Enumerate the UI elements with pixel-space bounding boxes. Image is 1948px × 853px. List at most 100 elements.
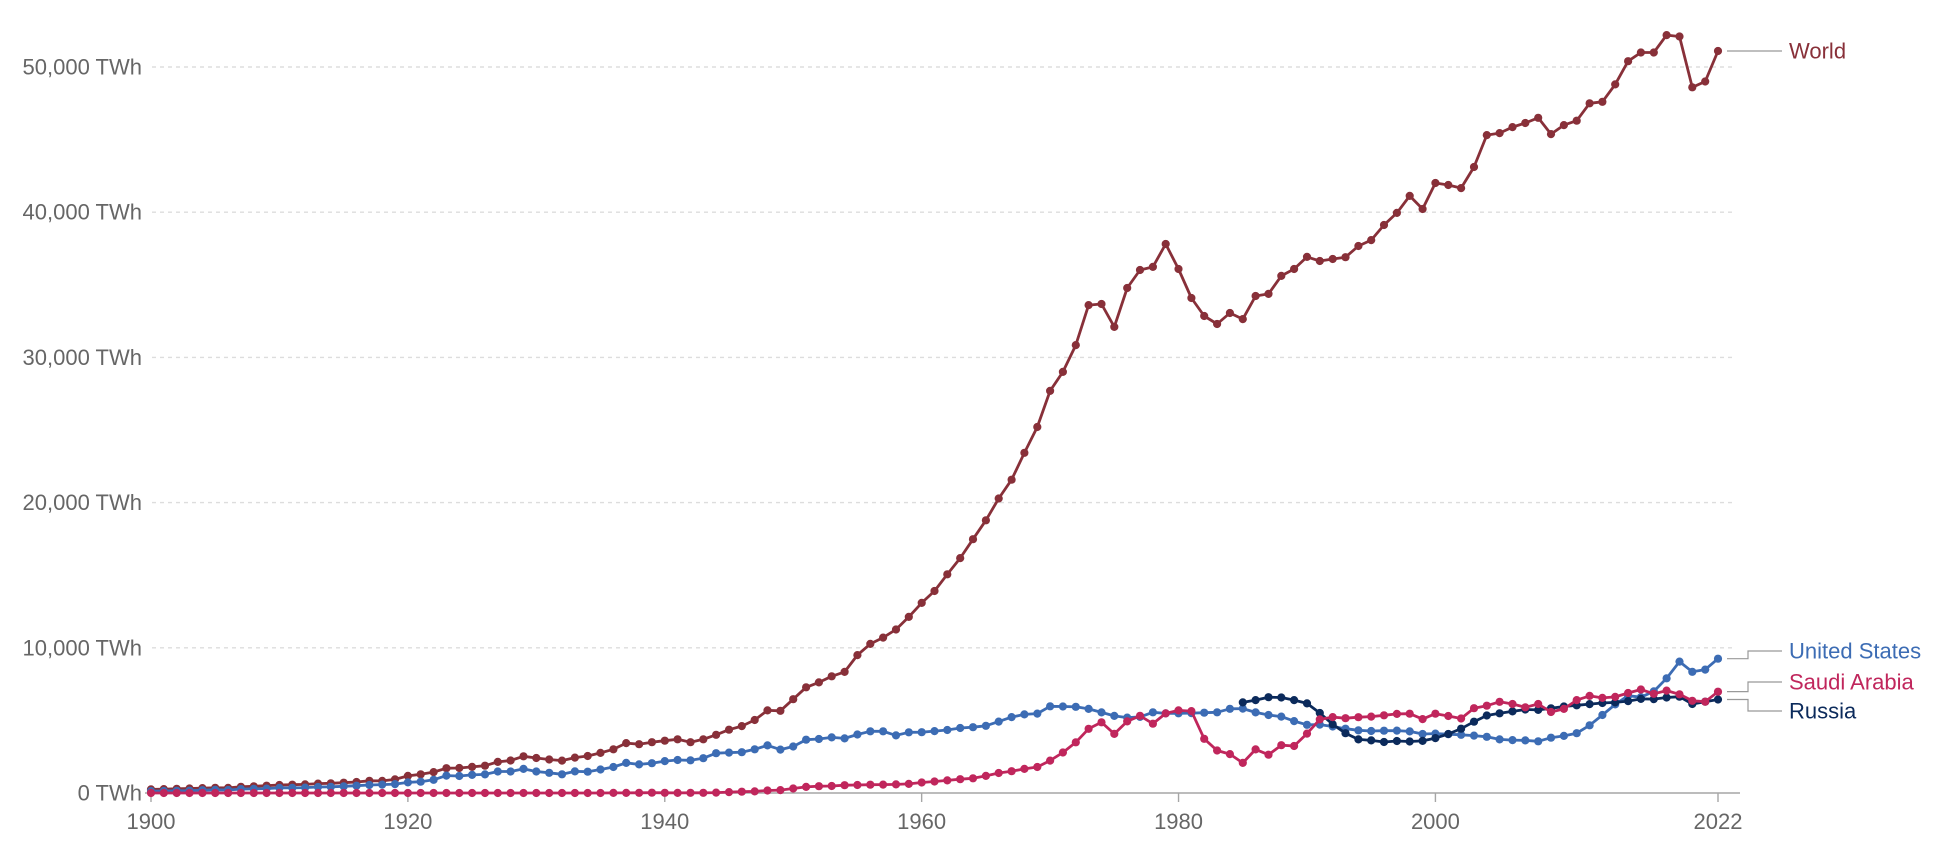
data-point-world-1928[interactable] [506, 756, 515, 765]
data-point-united-states-1954[interactable] [840, 734, 849, 743]
data-point-saudi-arabia-1949[interactable] [776, 786, 785, 795]
data-point-world-2020[interactable] [1688, 83, 1697, 92]
data-point-saudi-arabia-1928[interactable] [506, 788, 515, 798]
data-point-russia-2008[interactable] [1534, 705, 1543, 715]
data-point-united-states-1994[interactable] [1354, 726, 1363, 735]
data-point-saudi-arabia-1908[interactable] [249, 788, 258, 798]
data-point-united-states-1934[interactable] [583, 767, 592, 776]
data-point-united-states-1956[interactable] [866, 727, 875, 736]
data-point-russia-1991[interactable] [1315, 708, 1324, 718]
data-point-saudi-arabia-1995[interactable] [1367, 712, 1376, 721]
data-point-world-1986[interactable] [1251, 291, 1260, 301]
series-label-saudi-arabia[interactable]: Saudi Arabia [1789, 670, 1915, 695]
data-point-world-1982[interactable] [1200, 311, 1209, 321]
series-united-states[interactable] [146, 654, 1723, 796]
data-point-russia-1990[interactable] [1302, 699, 1312, 708]
data-point-saudi-arabia-1903[interactable] [185, 788, 194, 798]
data-point-world-1941[interactable] [673, 735, 682, 744]
data-point-saudi-arabia-1931[interactable] [545, 788, 554, 798]
data-point-saudi-arabia-1980[interactable] [1174, 706, 1183, 715]
data-point-united-states-1948[interactable] [763, 741, 772, 750]
data-point-saudi-arabia-1971[interactable] [1058, 748, 1067, 757]
data-point-world-1974[interactable] [1097, 299, 1106, 309]
data-point-world-1983[interactable] [1213, 319, 1222, 329]
data-point-world-1972[interactable] [1071, 341, 1080, 350]
data-point-united-states-1942[interactable] [686, 756, 695, 765]
data-point-united-states-1913[interactable] [313, 782, 323, 792]
data-point-world-2003[interactable] [1469, 162, 1479, 172]
data-point-saudi-arabia-2011[interactable] [1572, 696, 1581, 705]
data-point-world-2014[interactable] [1611, 80, 1620, 89]
data-point-saudi-arabia-2001[interactable] [1444, 711, 1453, 721]
data-point-united-states-2004[interactable] [1482, 732, 1491, 741]
data-point-saudi-arabia-1992[interactable] [1328, 713, 1337, 722]
data-point-saudi-arabia-1974[interactable] [1097, 718, 1106, 727]
data-point-saudi-arabia-1938[interactable] [635, 788, 644, 797]
data-point-united-states-1952[interactable] [814, 734, 824, 744]
data-point-united-states-1927[interactable] [493, 767, 502, 776]
data-point-world-1954[interactable] [840, 667, 849, 677]
data-point-world-1978[interactable] [1148, 262, 1157, 271]
data-point-united-states-1918[interactable] [378, 780, 387, 789]
data-point-saudi-arabia-2003[interactable] [1469, 704, 1479, 713]
data-point-saudi-arabia-1963[interactable] [956, 775, 965, 784]
data-point-world-1965[interactable] [981, 516, 991, 525]
data-point-world-1970[interactable] [1046, 386, 1055, 395]
data-point-united-states-1951[interactable] [802, 735, 811, 744]
data-point-saudi-arabia-2006[interactable] [1508, 699, 1517, 709]
data-point-united-states-2021[interactable] [1701, 665, 1710, 674]
data-point-world-1925[interactable] [468, 762, 477, 772]
data-point-world-1971[interactable] [1058, 367, 1067, 376]
data-point-world-1995[interactable] [1367, 236, 1376, 245]
data-point-world-1947[interactable] [750, 715, 759, 725]
data-point-russia-1986[interactable] [1251, 696, 1260, 705]
data-point-saudi-arabia-2021[interactable] [1701, 697, 1710, 706]
data-point-world-2022[interactable] [1713, 46, 1723, 56]
data-point-saudi-arabia-1975[interactable] [1110, 729, 1119, 739]
data-point-russia-1989[interactable] [1290, 696, 1299, 705]
data-point-saudi-arabia-1977[interactable] [1135, 711, 1145, 720]
data-point-saudi-arabia-1902[interactable] [172, 788, 181, 798]
data-point-united-states-1984[interactable] [1225, 704, 1234, 713]
data-point-saudi-arabia-2018[interactable] [1662, 686, 1671, 695]
data-point-saudi-arabia-1994[interactable] [1354, 713, 1363, 722]
data-point-saudi-arabia-1982[interactable] [1200, 734, 1209, 743]
data-point-saudi-arabia-1969[interactable] [1033, 762, 1042, 772]
data-point-saudi-arabia-1984[interactable] [1225, 750, 1234, 759]
data-point-world-2009[interactable] [1546, 130, 1556, 139]
data-point-saudi-arabia-1997[interactable] [1392, 709, 1401, 719]
data-point-saudi-arabia-1910[interactable] [275, 788, 284, 798]
data-point-united-states-1930[interactable] [532, 767, 541, 776]
data-point-united-states-1921[interactable] [416, 777, 425, 786]
data-point-world-1932[interactable] [557, 756, 567, 765]
data-point-saudi-arabia-1968[interactable] [1020, 764, 1029, 774]
data-point-saudi-arabia-1973[interactable] [1084, 724, 1093, 733]
data-point-world-2021[interactable] [1701, 77, 1710, 86]
data-point-saudi-arabia-1951[interactable] [802, 782, 811, 792]
data-point-russia-2001[interactable] [1444, 729, 1453, 739]
data-point-world-2011[interactable] [1572, 116, 1581, 125]
data-point-world-2018[interactable] [1662, 30, 1671, 40]
data-point-saudi-arabia-1943[interactable] [699, 788, 708, 797]
data-point-saudi-arabia-1945[interactable] [724, 788, 734, 797]
data-point-united-states-1936[interactable] [609, 762, 618, 772]
data-point-world-1930[interactable] [532, 753, 541, 763]
data-point-world-1963[interactable] [956, 554, 965, 563]
data-point-world-1936[interactable] [609, 745, 618, 754]
data-point-russia-2018[interactable] [1662, 693, 1671, 702]
data-point-world-2002[interactable] [1457, 184, 1466, 193]
data-point-world-1952[interactable] [814, 678, 824, 687]
data-point-saudi-arabia-2016[interactable] [1636, 685, 1645, 694]
data-point-world-2013[interactable] [1598, 97, 1607, 106]
data-point-united-states-1987[interactable] [1264, 710, 1273, 720]
data-point-saudi-arabia-1957[interactable] [879, 780, 888, 789]
data-point-world-2001[interactable] [1444, 180, 1453, 190]
series-russia[interactable] [1238, 692, 1723, 747]
data-point-united-states-1916[interactable] [352, 781, 361, 790]
data-point-saudi-arabia-1964[interactable] [968, 774, 978, 783]
data-point-saudi-arabia-1965[interactable] [981, 771, 991, 781]
data-point-united-states-1950[interactable] [789, 742, 798, 751]
data-point-world-1968[interactable] [1020, 448, 1029, 457]
data-point-united-states-1919[interactable] [390, 780, 400, 789]
data-point-world-1997[interactable] [1392, 208, 1401, 217]
